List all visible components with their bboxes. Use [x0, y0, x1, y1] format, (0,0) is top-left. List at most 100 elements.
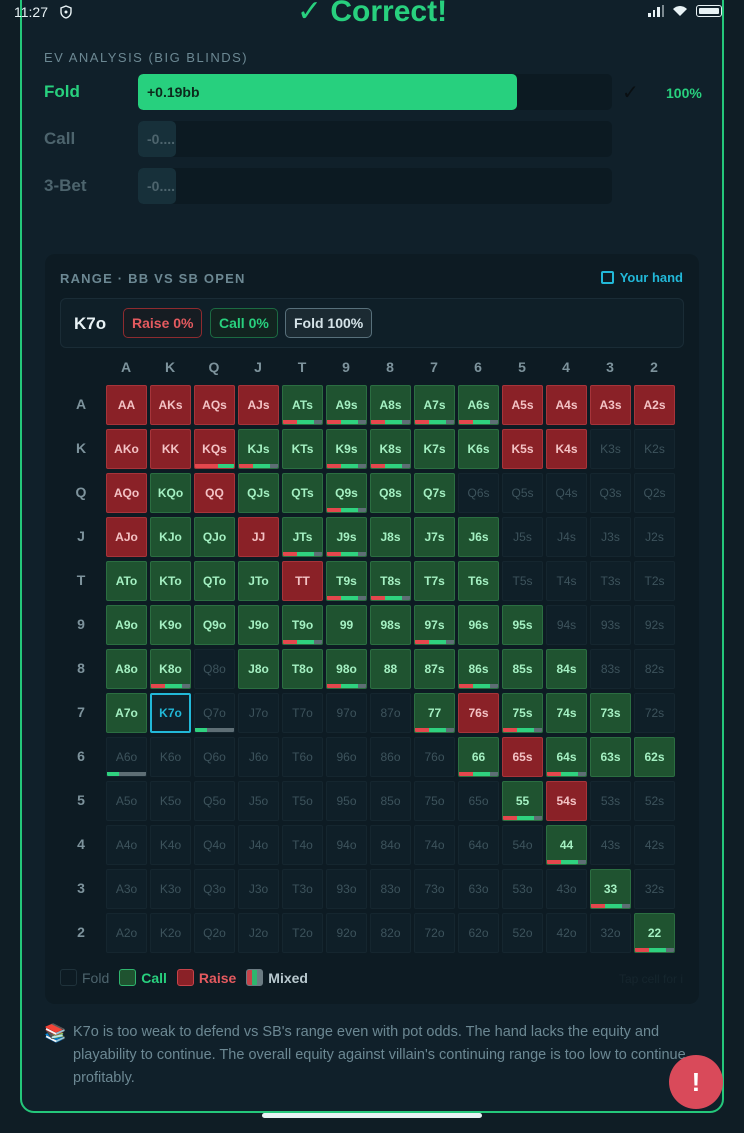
range-cell[interactable]: A3s — [590, 385, 631, 425]
hero-hand-cell[interactable]: K7o — [150, 693, 191, 733]
range-cell[interactable]: K2o — [150, 913, 191, 953]
range-cell[interactable]: 62s — [634, 737, 675, 777]
range-cell[interactable]: 76o — [414, 737, 455, 777]
range-cell[interactable]: T3o — [282, 869, 323, 909]
range-cell[interactable]: K8o — [150, 649, 191, 689]
range-cell[interactable]: 95o — [326, 781, 367, 821]
range-cell[interactable]: Q5o — [194, 781, 235, 821]
range-cell[interactable]: K2s — [634, 429, 675, 469]
range-cell[interactable]: 64o — [458, 825, 499, 865]
range-cell[interactable]: Q6s — [458, 473, 499, 513]
range-cell[interactable]: 92s — [634, 605, 675, 645]
range-cell[interactable]: 52s — [634, 781, 675, 821]
range-cell[interactable]: T8o — [282, 649, 323, 689]
range-cell[interactable]: AQs — [194, 385, 235, 425]
range-cell[interactable]: 92o — [326, 913, 367, 953]
range-cell[interactable]: A4o — [106, 825, 147, 865]
range-cell[interactable]: 86s — [458, 649, 499, 689]
range-cell[interactable]: 94s — [546, 605, 587, 645]
range-cell[interactable]: 86o — [370, 737, 411, 777]
range-cell[interactable]: 54o — [502, 825, 543, 865]
range-cell[interactable]: T4s — [546, 561, 587, 601]
range-cell[interactable]: J8s — [370, 517, 411, 557]
range-cell[interactable]: T5s — [502, 561, 543, 601]
range-cell[interactable]: Q9s — [326, 473, 367, 513]
range-cell[interactable]: 73s — [590, 693, 631, 733]
range-cell[interactable]: J3s — [590, 517, 631, 557]
range-cell[interactable]: KTo — [150, 561, 191, 601]
range-cell[interactable]: 65s — [502, 737, 543, 777]
range-cell[interactable]: A7o — [106, 693, 147, 733]
range-cell[interactable]: T9o — [282, 605, 323, 645]
range-cell[interactable]: 43s — [590, 825, 631, 865]
range-cell[interactable]: K3s — [590, 429, 631, 469]
range-cell[interactable]: 98o — [326, 649, 367, 689]
range-cell[interactable]: T6s — [458, 561, 499, 601]
range-cell[interactable]: K8s — [370, 429, 411, 469]
range-cell[interactable]: 33 — [590, 869, 631, 909]
range-cell[interactable]: A8s — [370, 385, 411, 425]
range-cell[interactable]: JTo — [238, 561, 279, 601]
range-cell[interactable]: KJo — [150, 517, 191, 557]
range-cell[interactable]: 62o — [458, 913, 499, 953]
range-cell[interactable]: KJs — [238, 429, 279, 469]
range-cell[interactable]: 96s — [458, 605, 499, 645]
range-cell[interactable]: KK — [150, 429, 191, 469]
range-cell[interactable]: T6o — [282, 737, 323, 777]
range-cell[interactable]: TT — [282, 561, 323, 601]
range-cell[interactable]: AA — [106, 385, 147, 425]
range-cell[interactable]: KQo — [150, 473, 191, 513]
range-cell[interactable]: T2o — [282, 913, 323, 953]
ev-row-fold[interactable]: Fold +0.19bb ✓ 100% — [44, 74, 704, 110]
range-cell[interactable]: 63s — [590, 737, 631, 777]
range-cell[interactable]: 74o — [414, 825, 455, 865]
range-cell[interactable]: QJs — [238, 473, 279, 513]
range-cell[interactable]: K4s — [546, 429, 587, 469]
range-cell[interactable]: J4s — [546, 517, 587, 557]
range-cell[interactable]: Q3s — [590, 473, 631, 513]
range-cell[interactable]: K9o — [150, 605, 191, 645]
range-cell[interactable]: 53o — [502, 869, 543, 909]
range-cell[interactable]: 63o — [458, 869, 499, 909]
range-cell[interactable]: K4o — [150, 825, 191, 865]
range-cell[interactable]: 87s — [414, 649, 455, 689]
range-cell[interactable]: Q6o — [194, 737, 235, 777]
range-cell[interactable]: Q3o — [194, 869, 235, 909]
range-cell[interactable]: A8o — [106, 649, 147, 689]
range-cell[interactable]: 99 — [326, 605, 367, 645]
range-cell[interactable]: T7o — [282, 693, 323, 733]
range-cell[interactable]: AQo — [106, 473, 147, 513]
range-cell[interactable]: 64s — [546, 737, 587, 777]
range-cell[interactable]: A6o — [106, 737, 147, 777]
range-cell[interactable]: AKs — [150, 385, 191, 425]
range-cell[interactable]: A3o — [106, 869, 147, 909]
range-cell[interactable]: J4o — [238, 825, 279, 865]
range-cell[interactable]: Q2s — [634, 473, 675, 513]
range-cell[interactable]: 95s — [502, 605, 543, 645]
range-cell[interactable]: 54s — [546, 781, 587, 821]
range-cell[interactable]: 87o — [370, 693, 411, 733]
range-cell[interactable]: 82s — [634, 649, 675, 689]
range-cell[interactable]: K9s — [326, 429, 367, 469]
ev-row-3bet[interactable]: 3-Bet -0.... — [44, 168, 704, 204]
range-cell[interactable]: AJs — [238, 385, 279, 425]
range-cell[interactable]: 74s — [546, 693, 587, 733]
report-button[interactable]: ! — [669, 1055, 723, 1109]
range-cell[interactable]: J6o — [238, 737, 279, 777]
range-cell[interactable]: J9s — [326, 517, 367, 557]
range-cell[interactable]: 52o — [502, 913, 543, 953]
range-cell[interactable]: 22 — [634, 913, 675, 953]
range-cell[interactable]: 77 — [414, 693, 455, 733]
range-cell[interactable]: A5o — [106, 781, 147, 821]
range-cell[interactable]: 83s — [590, 649, 631, 689]
range-cell[interactable]: KTs — [282, 429, 323, 469]
ev-row-call[interactable]: Call -0.... — [44, 121, 704, 157]
range-cell[interactable]: J6s — [458, 517, 499, 557]
range-cell[interactable]: QJo — [194, 517, 235, 557]
range-cell[interactable]: Q7o — [194, 693, 235, 733]
range-cell[interactable]: K6s — [458, 429, 499, 469]
range-cell[interactable]: 53s — [590, 781, 631, 821]
range-cell[interactable]: 43o — [546, 869, 587, 909]
range-cell[interactable]: Q9o — [194, 605, 235, 645]
range-cell[interactable]: Q8s — [370, 473, 411, 513]
